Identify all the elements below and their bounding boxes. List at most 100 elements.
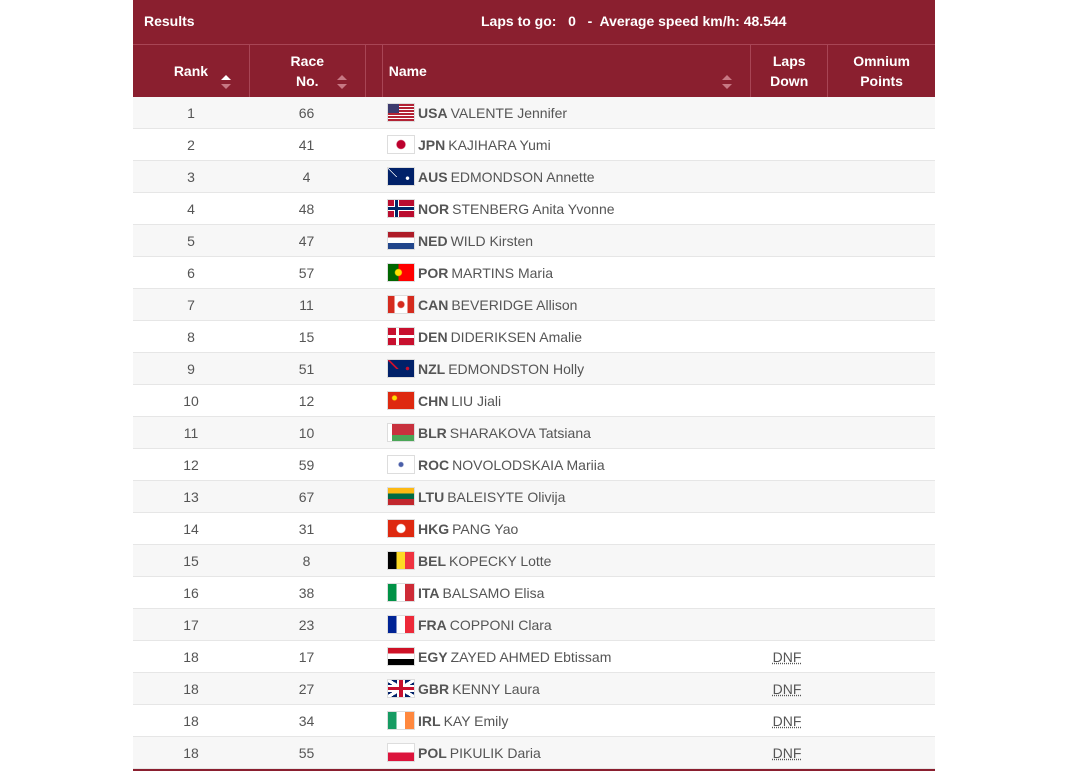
race-no-cell: 67: [298, 488, 315, 505]
name-cell: FRA COPPONI Clara: [380, 616, 749, 633]
race-no-cell: 31: [298, 520, 315, 537]
race-no-cell: 41: [298, 136, 315, 153]
race-no-cell: 23: [298, 616, 315, 633]
table-row[interactable]: 15 8 BEL KOPECKY Lotte: [133, 545, 935, 577]
race-info: Laps to go: 0 - Average speed km/h: 48.5…: [481, 13, 787, 29]
rank-cell: 16: [183, 584, 199, 601]
sort-icon[interactable]: [336, 75, 347, 89]
table-row[interactable]: 4 48 NOR STENBERG Anita Yvonne: [133, 193, 935, 225]
name-cell: JPN KAJIHARA Yumi: [380, 136, 749, 153]
sort-icon[interactable]: [220, 75, 231, 89]
athlete-name[interactable]: ZAYED AHMED Ebtissam: [450, 648, 612, 665]
athlete-name[interactable]: VALENTE Jennifer: [450, 104, 568, 121]
table-row[interactable]: 18 17 EGY ZAYED AHMED Ebtissam DNF: [133, 641, 935, 673]
name-cell: NOR STENBERG Anita Yvonne: [380, 200, 749, 217]
table-row[interactable]: 13 67 LTU BALEISYTE Olivija: [133, 481, 935, 513]
table-row[interactable]: 11 10 BLR SHARAKOVA Tatsiana: [133, 417, 935, 449]
rank-cell: 18: [183, 712, 199, 729]
flag-gbr-icon: [388, 680, 414, 697]
rank-cell: 7: [187, 296, 195, 313]
table-row[interactable]: 14 31 HKG PANG Yao: [133, 513, 935, 545]
column-label: Race No.: [290, 53, 325, 89]
rank-cell: 9: [187, 360, 195, 377]
athlete-name[interactable]: LIU Jiali: [451, 392, 502, 409]
table-row[interactable]: 7 11 CAN BEVERIDGE Allison: [133, 289, 935, 321]
athlete-name[interactable]: SHARAKOVA Tatsiana: [449, 424, 591, 441]
athlete-name[interactable]: PIKULIK Daria: [449, 744, 541, 761]
table-row[interactable]: 3 4 AUS EDMONDSON Annette: [133, 161, 935, 193]
flag-nor-icon: [388, 200, 414, 217]
column-header-race-no[interactable]: Race No.: [250, 45, 366, 97]
rank-cell: 12: [183, 456, 199, 473]
flag-ned-icon: [388, 232, 414, 249]
noc-code: AUS: [418, 168, 448, 185]
name-cell: AUS EDMONDSON Annette: [380, 168, 749, 185]
table-row[interactable]: 18 34 IRL KAY Emily DNF: [133, 705, 935, 737]
table-row[interactable]: 16 38 ITA BALSAMO Elisa: [133, 577, 935, 609]
column-label: Laps Down: [770, 53, 809, 89]
athlete-name[interactable]: MARTINS Maria: [451, 264, 553, 281]
athlete-name[interactable]: BALSAMO Elisa: [442, 584, 545, 601]
column-label: Rank: [173, 63, 209, 79]
flag-roc-icon: [388, 456, 414, 473]
table-row[interactable]: 18 27 GBR KENNY Laura DNF: [133, 673, 935, 705]
table-row[interactable]: 17 23 FRA COPPONI Clara: [133, 609, 935, 641]
table-row[interactable]: 2 41 JPN KAJIHARA Yumi: [133, 129, 935, 161]
laps-down-value: DNF: [772, 712, 802, 729]
athlete-name[interactable]: NOVOLODSKAIA Mariia: [452, 456, 605, 473]
table-row[interactable]: 5 47 NED WILD Kirsten: [133, 225, 935, 257]
rank-cell: 18: [183, 648, 199, 665]
flag-chn-icon: [388, 392, 414, 409]
name-cell: POL PIKULIK Daria: [380, 744, 749, 761]
flag-den-icon: [388, 328, 414, 345]
noc-code: DEN: [418, 328, 448, 345]
noc-code: BEL: [418, 552, 446, 569]
flag-egy-icon: [388, 648, 414, 665]
athlete-name[interactable]: KENNY Laura: [452, 680, 540, 697]
name-cell: GBR KENNY Laura: [380, 680, 749, 697]
name-cell: BEL KOPECKY Lotte: [380, 552, 749, 569]
table-row[interactable]: 18 55 POL PIKULIK Daria DNF: [133, 737, 935, 769]
athlete-name[interactable]: WILD Kirsten: [450, 232, 534, 249]
column-spacer: [366, 45, 383, 97]
flag-ltu-icon: [388, 488, 414, 505]
name-cell: USA VALENTE Jennifer: [380, 104, 749, 121]
flag-ita-icon: [388, 584, 414, 601]
flag-irl-icon: [388, 712, 414, 729]
table-row[interactable]: 10 12 CHN LIU Jiali: [133, 385, 935, 417]
noc-code: ITA: [418, 584, 440, 601]
column-header-omnium-points: Omnium Points: [828, 45, 935, 97]
athlete-name[interactable]: KAY Emily: [443, 712, 509, 729]
table-row[interactable]: 8 15 DEN DIDERIKSEN Amalie: [133, 321, 935, 353]
column-label: Omnium Points: [853, 53, 910, 89]
athlete-name[interactable]: EDMONDSON Annette: [450, 168, 595, 185]
column-header-rank[interactable]: Rank: [133, 45, 250, 97]
athlete-name[interactable]: KOPECKY Lotte: [449, 552, 552, 569]
race-no-cell: 59: [298, 456, 315, 473]
table-row[interactable]: 12 59 ROC NOVOLODSKAIA Mariia: [133, 449, 935, 481]
athlete-name[interactable]: PANG Yao: [452, 520, 519, 537]
table-header: Rank Race No. Name Laps Down Omnium Poin…: [133, 45, 935, 97]
flag-usa-icon: [388, 104, 414, 121]
athlete-name[interactable]: DIDERIKSEN Amalie: [450, 328, 583, 345]
athlete-name[interactable]: COPPONI Clara: [449, 616, 552, 633]
rank-cell: 4: [187, 200, 195, 217]
column-header-name[interactable]: Name: [383, 45, 752, 97]
race-no-cell: 4: [302, 168, 311, 185]
sort-icon[interactable]: [722, 75, 733, 89]
athlete-name[interactable]: KAJIHARA Yumi: [448, 136, 551, 153]
name-cell: EGY ZAYED AHMED Ebtissam: [380, 648, 749, 665]
flag-nzl-icon: [388, 360, 414, 377]
race-no-cell: 17: [298, 648, 315, 665]
column-header-laps-down: Laps Down: [751, 45, 829, 97]
laps-down-cell: DNF: [749, 713, 825, 729]
table-row[interactable]: 1 66 USA VALENTE Jennifer: [133, 97, 935, 129]
noc-code: BLR: [418, 424, 447, 441]
rank-cell: 1: [187, 104, 195, 121]
athlete-name[interactable]: EDMONDSTON Holly: [448, 360, 585, 377]
athlete-name[interactable]: STENBERG Anita Yvonne: [452, 200, 615, 217]
athlete-name[interactable]: BALEISYTE Olivija: [447, 488, 566, 505]
table-row[interactable]: 9 51 NZL EDMONDSTON Holly: [133, 353, 935, 385]
athlete-name[interactable]: BEVERIDGE Allison: [451, 296, 578, 313]
table-row[interactable]: 6 57 POR MARTINS Maria: [133, 257, 935, 289]
